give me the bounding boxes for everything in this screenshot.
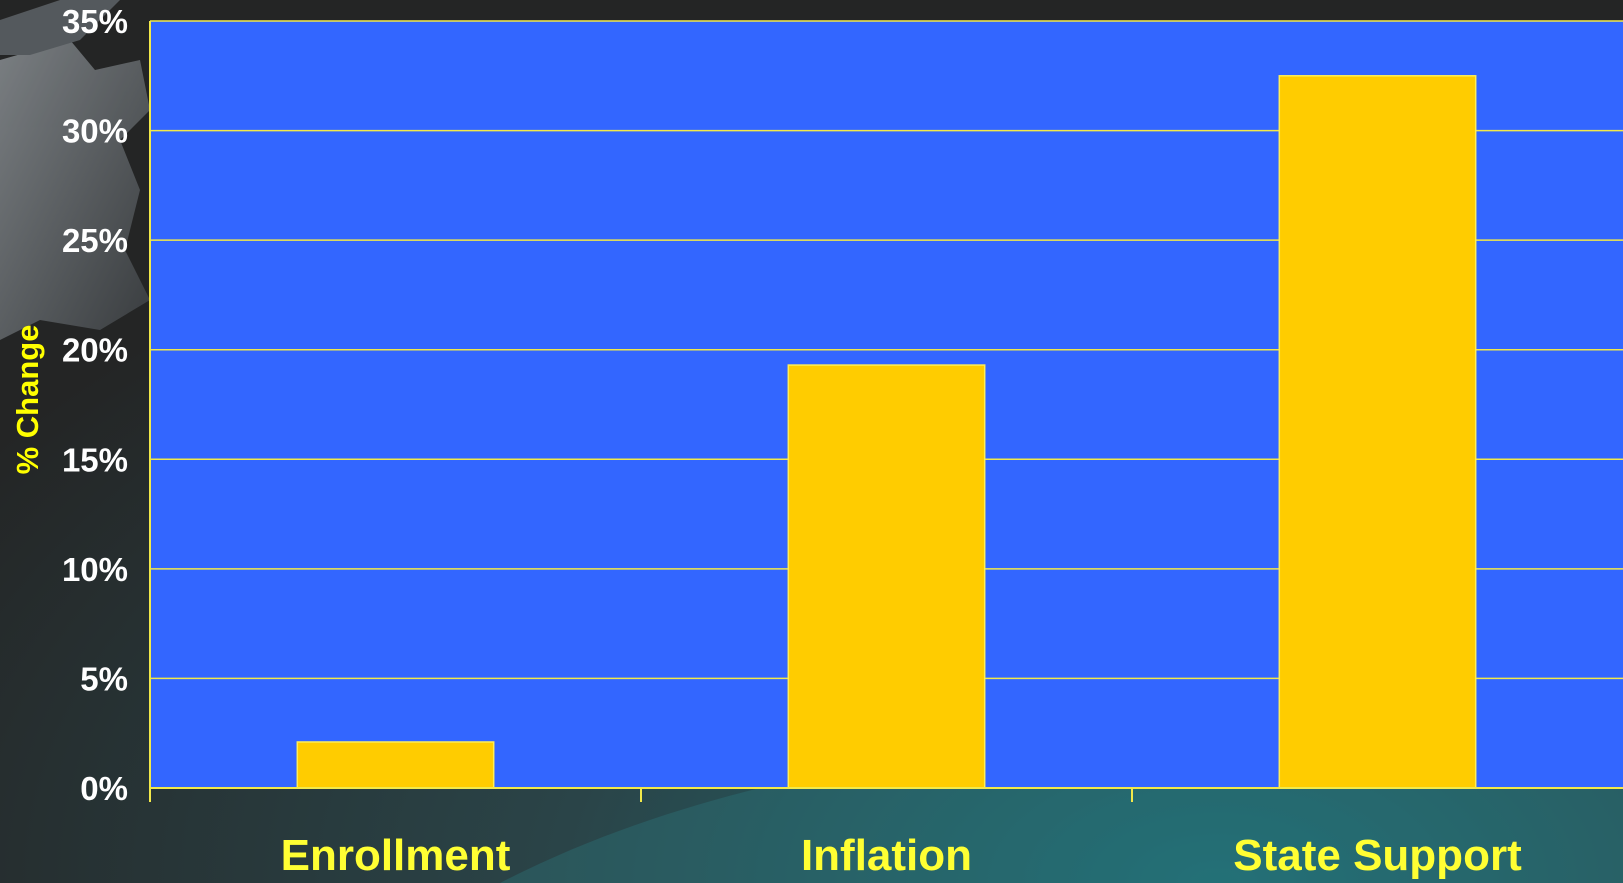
y-tick-label: 5% xyxy=(80,660,128,697)
bar-inflation xyxy=(787,364,986,789)
y-tick-labels: 0% 5% 10% 15% 20% 25% 30% 35% xyxy=(62,3,128,807)
category-labels: Enrollment Inflation State Support xyxy=(281,831,1522,880)
y-tick-label: 30% xyxy=(62,113,128,150)
y-tick-label: 15% xyxy=(62,441,128,478)
category-label: State Support xyxy=(1233,831,1522,880)
y-axis-title: % Change xyxy=(10,325,45,475)
category-label: Enrollment xyxy=(281,831,511,880)
bar-enrollment xyxy=(296,741,495,789)
y-tick-label: 25% xyxy=(62,222,128,259)
bars xyxy=(296,75,1477,789)
y-tick-label: 0% xyxy=(80,770,128,807)
y-tick-label: 35% xyxy=(62,3,128,40)
gear-decoration-icon xyxy=(0,0,150,340)
category-label: Inflation xyxy=(801,831,972,880)
y-tick-label: 20% xyxy=(62,332,128,369)
x-tick-marks xyxy=(640,788,1133,802)
axes xyxy=(149,21,1623,802)
bar-state-support xyxy=(1278,75,1477,789)
y-tick-label: 10% xyxy=(62,551,128,588)
